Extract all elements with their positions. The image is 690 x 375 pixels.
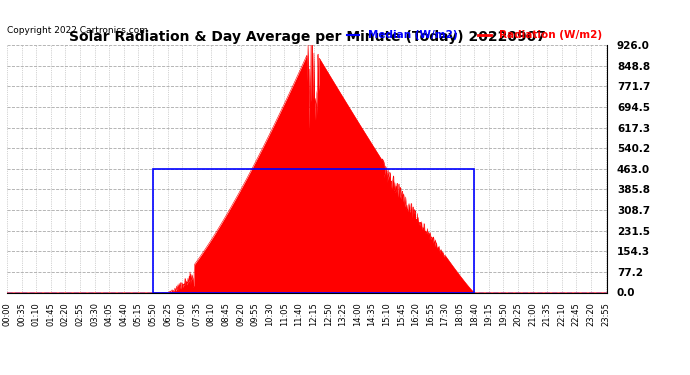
Title: Solar Radiation & Day Average per Minute (Today) 20220907: Solar Radiation & Day Average per Minute… (68, 30, 546, 44)
Text: Copyright 2022 Cartronics.com: Copyright 2022 Cartronics.com (7, 26, 148, 35)
Bar (153, 169, 474, 292)
Legend: Median (W/m2), Radiation (W/m2): Median (W/m2), Radiation (W/m2) (347, 30, 602, 40)
